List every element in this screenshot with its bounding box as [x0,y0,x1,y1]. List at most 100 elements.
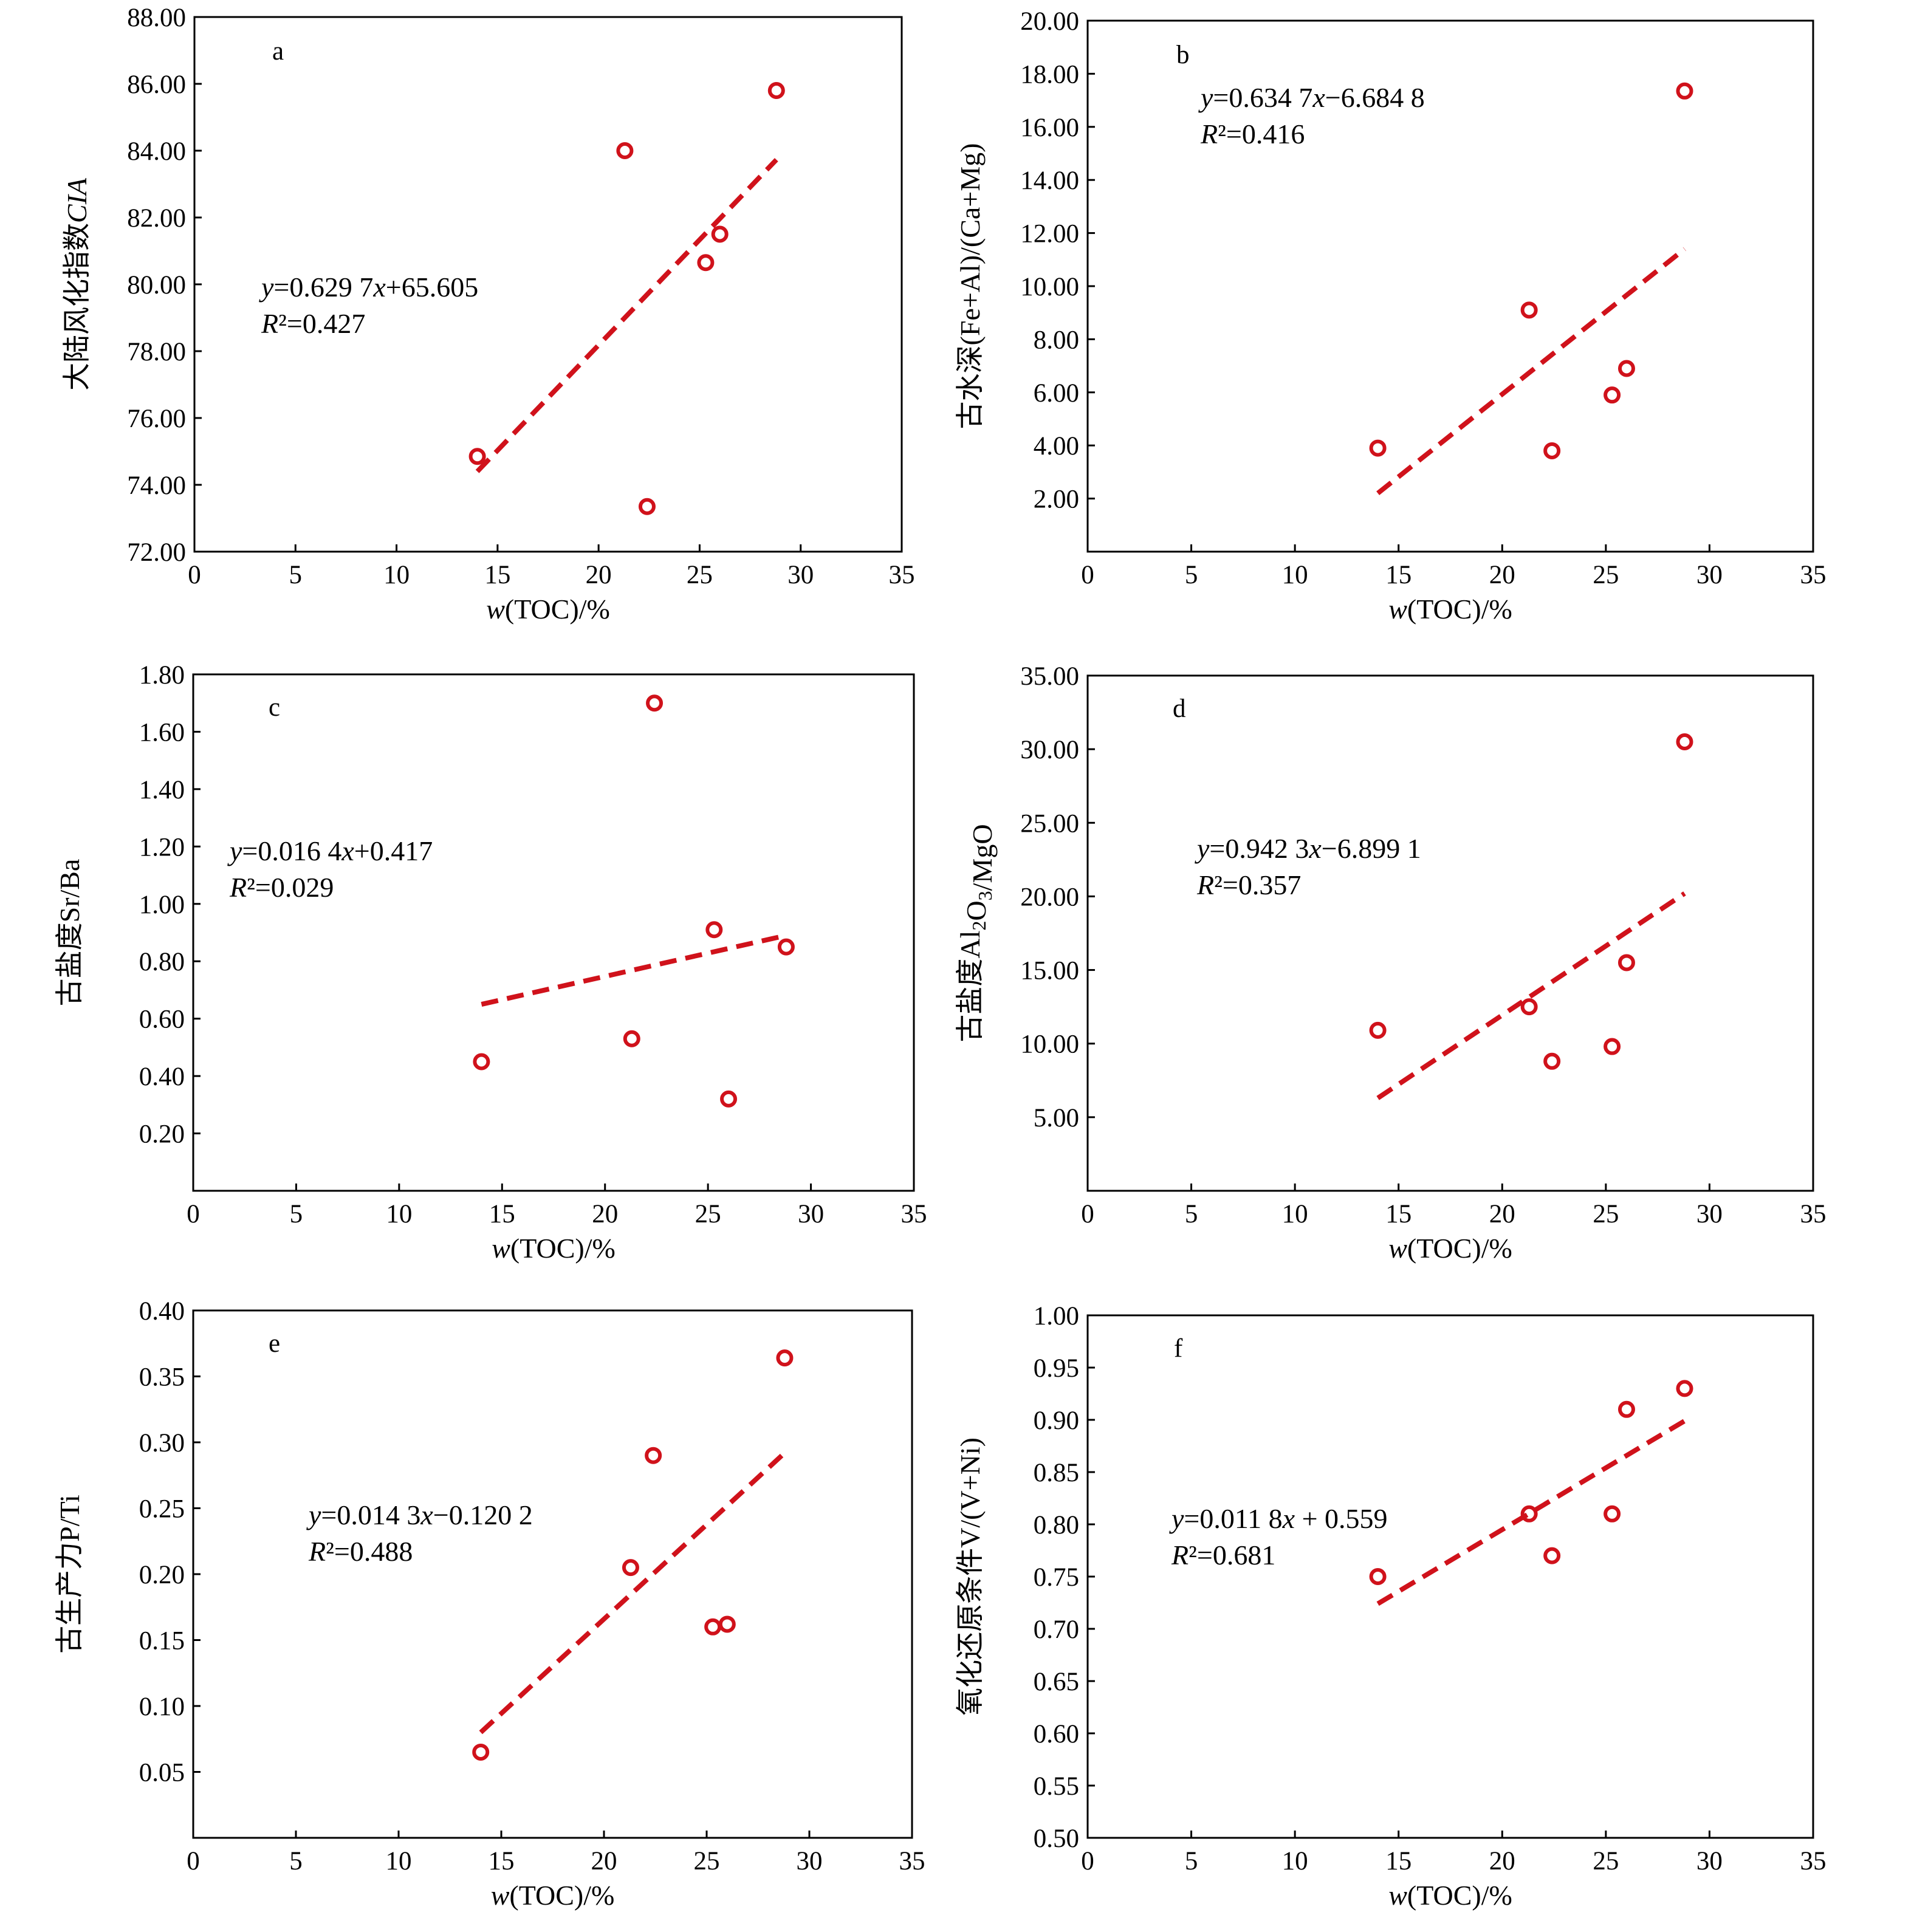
regression-equation: y=0.016 4x+0.417 [227,835,433,866]
x-tick-label: 25 [687,561,713,589]
data-point [638,498,656,515]
data-point [473,1053,490,1070]
x-axis-title: w(TOC)/% [492,1233,616,1264]
y-tick-label: 25.00 [1020,809,1079,838]
data-point [720,1090,738,1108]
y-tick-label: 0.90 [1034,1406,1079,1435]
x-tick-label: 15 [1385,1847,1411,1875]
regression-equation: y=0.014 3x−0.120 2 [306,1499,533,1530]
trendline [479,1451,787,1735]
plot-frame [1086,674,1814,1192]
regression-equation: y=0.011 8x + 0.559 [1169,1503,1388,1534]
r-squared: R²=0.488 [308,1536,413,1567]
x-tick-label: 15 [484,561,510,589]
data-point [472,1743,490,1761]
chart-panel-d: 0 5 10 15 20 25 30 35 5.00 10.00 15.00 20.00 25.00 30… [955,662,1827,1264]
x-tick-label: 10 [386,1200,412,1228]
x-tick-label: 0 [1081,1200,1094,1228]
data-point [1676,733,1693,751]
y-tick-label: 0.35 [139,1363,185,1392]
y-tick-label: 0.65 [1034,1668,1079,1696]
x-tick-label: 10 [1282,1200,1308,1228]
y-axis-title: 古盐度Sr/Ba [54,859,85,1007]
x-tick-label: 15 [1385,561,1411,589]
data-point [1604,1038,1621,1055]
y-tick-label: 0.75 [1034,1563,1079,1592]
x-tick-label: 5 [290,1200,303,1228]
y-tick-label: 74.00 [127,471,186,500]
chart-panel-a: 0 5 10 15 20 25 30 35 72.00 74.00 76.00 78.00 80.00 8… [61,4,915,625]
y-tick-label: 0.85 [1034,1459,1079,1487]
trendline [1376,1419,1686,1606]
data-point [616,142,634,159]
y-tick-label: 10.00 [1020,273,1079,301]
trendline [1376,247,1686,495]
y-tick-label: 0.20 [139,1561,185,1589]
y-tick-label: 80.00 [127,271,186,300]
data-point [1543,1547,1561,1564]
y-tick-label: 1.40 [139,776,185,804]
x-tick-label: 35 [901,1200,927,1228]
data-point [646,694,664,712]
y-tick-label: 0.40 [139,1063,185,1091]
x-tick-label: 25 [694,1847,720,1875]
y-tick-label: 10.00 [1020,1030,1079,1059]
y-tick-label: 35.00 [1020,662,1079,691]
y-tick-label: 1.00 [1034,1302,1079,1331]
y-tick-label: 78.00 [127,338,186,366]
data-point [711,225,729,243]
y-tick-label: 20.00 [1020,7,1079,36]
y-tick-label: 18.00 [1020,60,1079,89]
x-tick-label: 5 [289,1847,303,1875]
x-tick-label: 5 [1185,561,1198,589]
data-point [1369,1568,1387,1585]
x-axis-title: w(TOC)/% [491,1880,615,1911]
x-tick-label: 25 [1593,1847,1619,1875]
x-tick-label: 15 [489,1847,515,1875]
y-tick-label: 30.00 [1020,736,1079,764]
chart-panel-f: 0 5 10 15 20 25 30 35 0.50 0.55 0.60 0.65 0.70 0.75 0.… [955,1302,1827,1911]
r-squared: R²=0.681 [1171,1540,1275,1571]
chart-panel-b: 0 5 10 15 20 25 30 35 2.00 4.00 6.00 8.00 10.00 12.00… [955,7,1827,625]
x-tick-label: 0 [187,1200,200,1228]
x-tick-label: 20 [591,1847,617,1875]
y-tick-label: 84.00 [127,137,186,166]
y-tick-label: 72.00 [127,538,186,567]
x-tick-label: 35 [899,1847,925,1875]
data-point [697,254,715,272]
x-tick-label: 25 [695,1200,721,1228]
regression-equation: y=0.629 7x+65.605 [259,272,478,303]
y-tick-label: 0.15 [139,1627,185,1656]
x-tick-label: 10 [1282,561,1308,589]
regression-equation: y=0.634 7x−6.684 8 [1198,82,1425,113]
data-point [1369,1021,1387,1039]
y-tick-label: 0.30 [139,1429,185,1458]
y-tick-label: 15.00 [1020,957,1079,985]
data-point [767,82,785,99]
y-tick-label: 2.00 [1034,485,1079,514]
y-tick-label: 0.50 [1034,1824,1079,1853]
y-tick-label: 0.05 [139,1759,185,1787]
data-point [1520,1505,1538,1523]
y-axis-title: 氧化还原条件V/(V+Ni) [955,1437,986,1716]
x-tick-label: 35 [1800,1847,1827,1875]
plot-frame [192,673,915,1192]
y-tick-label: 88.00 [127,4,186,32]
data-point [1543,442,1561,459]
x-axis-title: w(TOC)/% [1388,594,1512,625]
trendline [481,933,787,1007]
x-tick-label: 5 [289,561,303,589]
y-tick-label: 0.55 [1034,1772,1079,1801]
plot-frame [1086,1314,1814,1839]
y-tick-label: 0.70 [1034,1615,1079,1644]
x-tick-label: 30 [798,1200,824,1228]
x-tick-label: 20 [1489,561,1515,589]
data-point [1617,954,1635,971]
data-point [718,1615,736,1633]
chart-panel-c: 0 5 10 15 20 25 30 35 0.20 0.40 0.60 0.80 1.00 1.20 1.… [54,661,927,1264]
x-tick-label: 20 [1489,1200,1515,1228]
x-axis-title: w(TOC)/% [1388,1880,1512,1911]
y-tick-label: 0.60 [1034,1720,1079,1749]
x-tick-label: 25 [1593,561,1619,589]
